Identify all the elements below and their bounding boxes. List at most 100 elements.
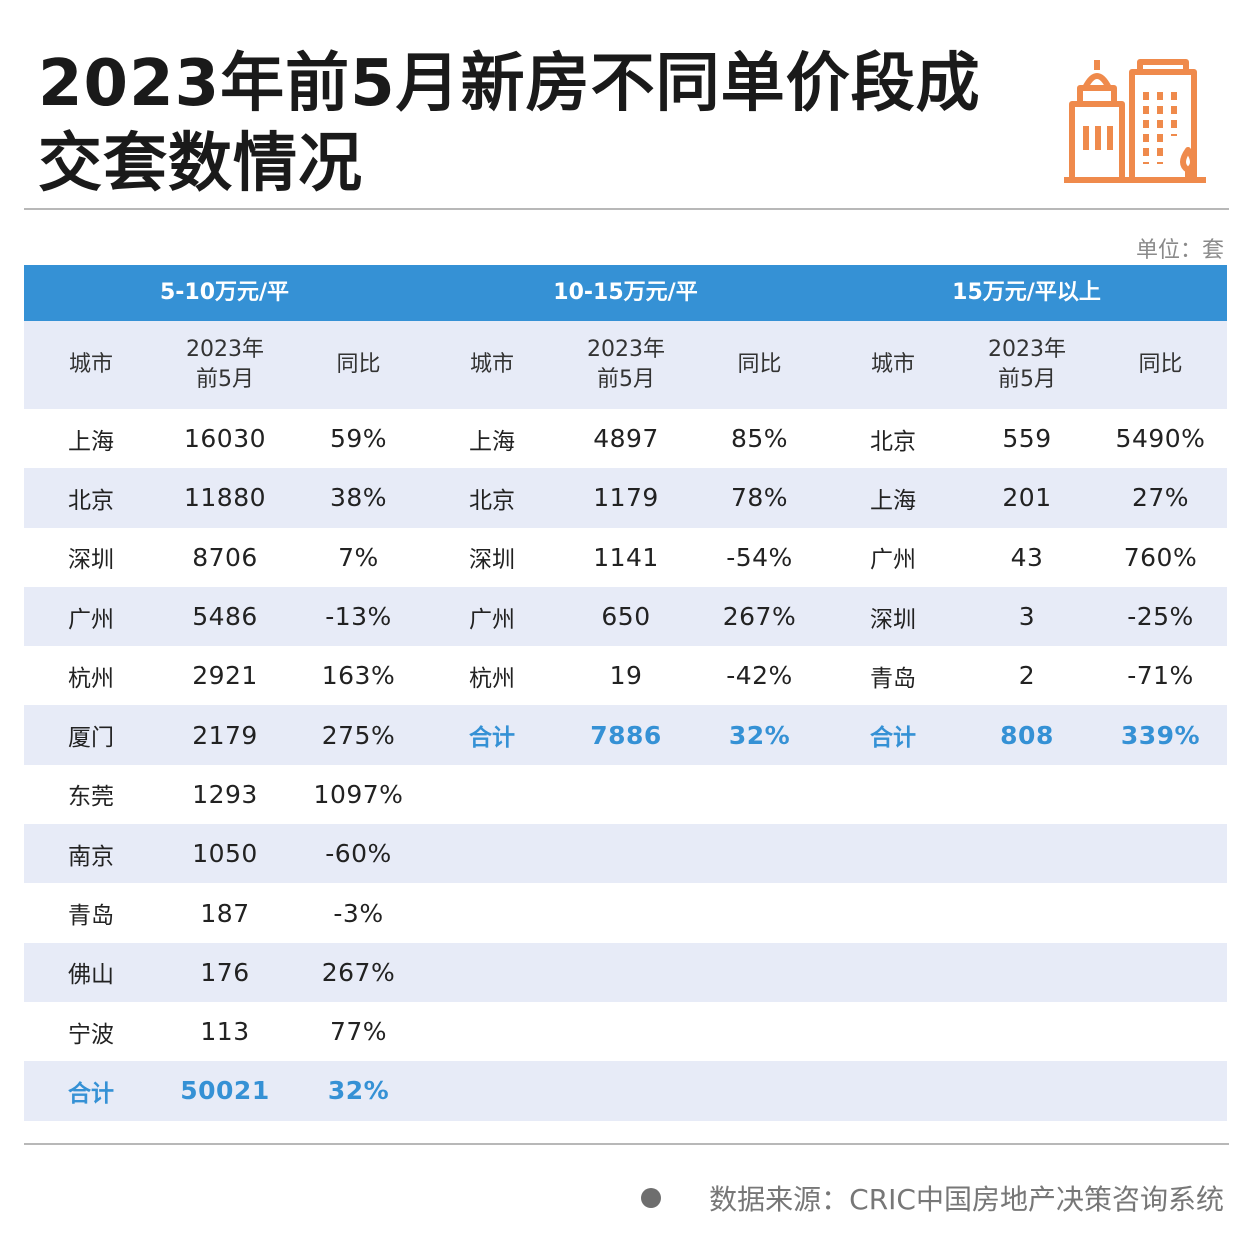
empty-row [826, 942, 1227, 1002]
price-band-header: 5-10万元/平 [24, 265, 425, 321]
total-value: 7886 [590, 720, 662, 750]
city-cell: 上海 [870, 487, 916, 514]
table-row: 深圳 1141 -54% [425, 528, 826, 587]
price-band-header: 10-15万元/平 [425, 265, 826, 321]
table-row: 广州 43 760% [826, 528, 1227, 587]
yoy-cell: 78% [730, 483, 789, 513]
yoy-cell: 267% [722, 602, 797, 632]
city-cell: 广州 [870, 547, 916, 574]
value-cell: 176 [200, 957, 250, 987]
column-header-period: 2023年 前5月 [960, 335, 1094, 395]
source-note: 数据来源：CRIC中国房地产决策咨询系统 [641, 1178, 1224, 1218]
yoy-cell: 5490% [1115, 424, 1206, 454]
city-cell: 深圳 [870, 606, 916, 633]
column-header-period-line1: 2023年 [587, 337, 665, 362]
column-header-city: 城市 [870, 352, 915, 377]
city-cell: 青岛 [68, 903, 114, 930]
city-cell: 北京 [469, 487, 515, 514]
city-cell: 上海 [68, 428, 114, 455]
city-cell: 广州 [469, 606, 515, 633]
table-row: 杭州 19 -42% [425, 646, 826, 705]
value-cell: 16030 [183, 424, 267, 454]
table-row: 上海 16030 59% [24, 409, 425, 468]
value-cell: 559 [1002, 424, 1052, 454]
city-cell: 青岛 [870, 665, 916, 692]
total-label: 合计 [469, 725, 515, 752]
table-row: 东莞 1293 1097% [24, 765, 425, 824]
table-row: 北京 1179 78% [425, 468, 826, 528]
city-cell: 宁波 [68, 1021, 114, 1048]
yoy-cell: 275% [321, 720, 396, 750]
column-header-yoy: 同比 [1138, 352, 1183, 377]
value-cell: 1141 [593, 542, 659, 572]
dot-icon [641, 1188, 662, 1208]
yoy-cell: -71% [1127, 661, 1194, 691]
yoy-cell: 1097% [313, 779, 404, 809]
bottom-divider [24, 1143, 1229, 1145]
yoy-cell: 7% [338, 542, 379, 572]
value-cell: 2921 [192, 661, 258, 691]
unit-label: 单位：套 [1135, 238, 1224, 263]
yoy-cell: -13% [325, 602, 392, 632]
value-cell: 1293 [192, 779, 258, 809]
top-divider [24, 208, 1229, 210]
total-row: 合计 808 339% [826, 705, 1227, 765]
empty-row [826, 1061, 1227, 1121]
yoy-cell: -3% [333, 898, 384, 928]
total-yoy: 32% [327, 1076, 390, 1106]
city-cell: 东莞 [68, 784, 114, 811]
value-cell: 650 [601, 602, 651, 632]
total-value: 808 [1000, 720, 1054, 750]
table-row: 上海 201 27% [826, 468, 1227, 528]
value-cell: 8706 [192, 542, 258, 572]
column-header-period-line2: 前5月 [196, 367, 254, 392]
yoy-cell: -25% [1127, 602, 1194, 632]
value-cell: 187 [200, 898, 250, 928]
city-cell: 厦门 [68, 725, 114, 752]
column-header-row: 城市 2023年 前5月 同比 [826, 321, 1227, 409]
table-row: 宁波 113 77% [24, 1002, 425, 1061]
city-cell: 深圳 [469, 547, 515, 574]
column-header-period: 2023年前5月 [158, 335, 292, 395]
yoy-cell: 59% [329, 424, 388, 454]
price-band-tables: 5-10万元/平城市 2023年前5月 同比上海 16030 59% 北京 11880 38%… [24, 265, 1227, 1125]
value-cell: 5486 [192, 602, 258, 632]
total-row: 合计 7886 32% [425, 705, 826, 765]
table-row: 南京 1050 -60% [24, 824, 425, 884]
table-row: 深圳 3 -25% [826, 586, 1227, 647]
yoy-cell: -42% [726, 661, 793, 691]
column-header-city: 城市 [68, 352, 113, 377]
table-row: 北京 559 5490% [826, 409, 1227, 468]
table-row: 杭州 2921 163% [24, 646, 425, 705]
empty-row [425, 942, 826, 1002]
value-cell: 11880 [183, 483, 267, 513]
yoy-cell: 760% [1123, 542, 1198, 572]
column-header-row: 城市 2023年 前5月 同比 [425, 321, 826, 409]
building-icon [1064, 59, 1206, 183]
price-band-group: 5-10万元/平 城市 2023年 前5月 同比 上海 16030 59% 北京 11880 38%… [24, 265, 425, 1121]
empty-row [826, 1002, 1227, 1061]
table-row: 厦门 2179 275% [24, 705, 425, 765]
total-yoy: 32% [728, 720, 791, 750]
value-cell: 1179 [593, 483, 659, 513]
total-row: 合计 50021 32% [24, 1061, 425, 1121]
empty-row [425, 824, 826, 884]
table-row: 深圳 8706 7% [24, 528, 425, 587]
column-header-row: 城市 2023年 前5月 同比 [24, 321, 425, 409]
city-cell: 南京 [68, 843, 114, 870]
column-header-period-line2: 前5月 [998, 367, 1056, 392]
table-row: 北京 11880 38% [24, 468, 425, 528]
table-row: 青岛 187 -3% [24, 883, 425, 942]
total-value: 50021 [180, 1076, 270, 1106]
city-cell: 杭州 [68, 665, 114, 692]
city-cell: 深圳 [68, 547, 114, 574]
total-label: 合计 [870, 725, 916, 752]
value-cell: 19 [609, 661, 643, 691]
yoy-cell: 38% [329, 483, 388, 513]
yoy-cell: 267% [321, 957, 396, 987]
total-label: 合计 [68, 1080, 114, 1107]
empty-row [425, 765, 826, 824]
value-cell: 2 [1018, 661, 1036, 691]
yoy-cell: 77% [329, 1017, 388, 1047]
column-header-period-line1: 2023年 [186, 337, 264, 362]
